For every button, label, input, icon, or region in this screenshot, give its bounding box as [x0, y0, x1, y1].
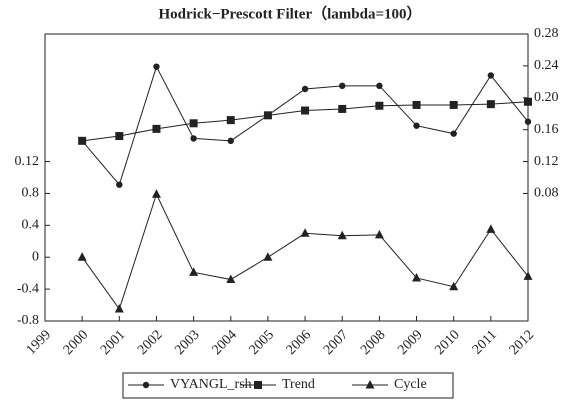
x-tick-label: 1999: [24, 327, 54, 357]
point: [486, 224, 496, 233]
y2-tick-label: 0.16: [534, 122, 559, 137]
y-tick-label: 0.8: [22, 186, 40, 201]
point: [449, 100, 458, 109]
point: [152, 124, 161, 133]
legend-label: Cycle: [394, 377, 427, 392]
y-tick-label: 0.4: [22, 218, 40, 233]
point: [226, 116, 235, 125]
point: [412, 272, 422, 282]
legend-marker: [365, 380, 375, 389]
point: [376, 82, 383, 90]
y-tick-label: 0: [32, 249, 39, 264]
x-tick-label: 2001: [98, 327, 128, 357]
point: [338, 104, 347, 113]
y-tick-label: 0.12: [15, 154, 40, 169]
point: [263, 111, 272, 120]
x-tick-label: 2010: [432, 327, 462, 357]
point: [115, 132, 124, 141]
point: [114, 304, 124, 313]
point: [226, 274, 236, 284]
point: [412, 100, 421, 109]
x-tick-label: 2011: [470, 327, 500, 357]
series-line: [81, 65, 529, 186]
point: [524, 118, 532, 125]
y-tick-label: -0.4: [17, 281, 39, 296]
point: [189, 267, 199, 276]
x-tick-label: 2003: [172, 327, 202, 357]
point: [190, 135, 197, 142]
x-tick-label: 2009: [395, 327, 425, 357]
legend-box: [122, 372, 454, 399]
point: [301, 106, 310, 115]
point: [151, 189, 161, 198]
series-line: [81, 192, 529, 311]
y2-tick-label: 0.20: [534, 90, 559, 105]
x-tick-label: 2002: [135, 327, 165, 357]
x-tick-label: 2005: [247, 327, 277, 357]
point: [523, 271, 533, 280]
y2-tick-label: 0.24: [534, 58, 559, 73]
point: [339, 82, 346, 90]
point: [449, 281, 459, 291]
y2-tick-label: 0.08: [534, 186, 559, 201]
point: [487, 72, 495, 79]
point: [337, 230, 347, 240]
x-tick-label: 2007: [321, 327, 351, 357]
point: [300, 228, 310, 237]
chart-title: Hodrick−Prescott Filter（lambda=100）: [158, 4, 421, 22]
point: [153, 63, 160, 70]
point: [486, 100, 495, 109]
y2-tick-label: 0.12: [534, 154, 559, 169]
point: [413, 122, 420, 129]
x-tick-label: 2004: [209, 327, 239, 357]
x-tick-label: 2000: [61, 327, 91, 357]
legend-marker: [142, 381, 150, 389]
legend-label: VYANGL_rsh: [170, 377, 252, 392]
point: [524, 97, 532, 106]
point: [78, 136, 87, 145]
x-tick-label: 2006: [284, 327, 314, 357]
y-tick-label: -0.8: [17, 313, 39, 328]
point: [301, 85, 309, 93]
point: [189, 119, 198, 128]
legend-marker: [254, 381, 262, 389]
point: [77, 252, 87, 261]
point: [375, 101, 384, 110]
legend-label: Trend: [282, 377, 315, 392]
point: [450, 130, 457, 137]
point: [227, 137, 234, 145]
point: [116, 181, 123, 188]
x-tick-label: 2012: [507, 327, 537, 357]
x-tick-label: 2008: [358, 327, 388, 357]
plot-frame: [44, 33, 529, 322]
point: [374, 229, 384, 239]
y2-tick-label: 0.28: [534, 26, 559, 41]
point: [263, 252, 273, 261]
